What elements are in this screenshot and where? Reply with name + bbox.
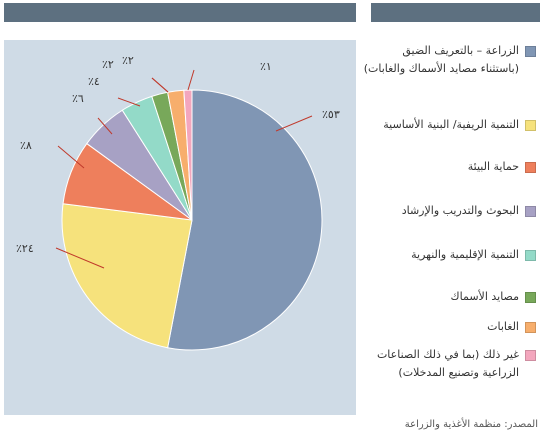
legend-swatch-4 bbox=[525, 250, 536, 261]
legend-swatch-5 bbox=[525, 292, 536, 303]
legend-item-4: التنمية الإقليمية والنهرية bbox=[360, 246, 536, 264]
legend-item-2: حماية البيئة bbox=[360, 158, 536, 176]
pie-slice-1 bbox=[61, 203, 193, 349]
pie-leader-line-4 bbox=[117, 97, 141, 107]
pie-leader-line-3 bbox=[97, 117, 113, 135]
pie-data-label-3: ٪٦ bbox=[72, 92, 84, 105]
legend-swatch-1 bbox=[525, 120, 536, 131]
legend-label-2: حماية البيئة bbox=[467, 160, 519, 173]
source-note: المصدر: منظمة الأغذية والزراعة bbox=[404, 419, 538, 430]
chart-legend: الزراعة – بالتعريف الضيق (باستثناء مصايد… bbox=[360, 40, 540, 415]
legend-swatch-7 bbox=[525, 350, 536, 361]
pie-leader-line-0 bbox=[275, 115, 313, 132]
legend-label-5: مصايد الأسماك bbox=[450, 290, 519, 303]
legend-item-3: البحوث والتدريب والإرشاد bbox=[360, 202, 536, 220]
pie-leader-line-1 bbox=[55, 247, 105, 269]
pie-data-label-1: ٪٢٤ bbox=[16, 242, 34, 255]
pie-data-label-7: ٪١ bbox=[260, 60, 272, 73]
legend-item-6: الغابات bbox=[360, 318, 536, 336]
pie-data-label-5: ٪٢ bbox=[102, 58, 114, 71]
legend-item-1: التنمية الريفية/ البنية الأساسية bbox=[360, 116, 536, 134]
pie-data-label-2: ٪٨ bbox=[20, 139, 32, 152]
pie-leader-line-2 bbox=[57, 145, 85, 169]
legend-label-6: الغابات bbox=[487, 320, 519, 333]
legend-label-1: التنمية الريفية/ البنية الأساسية bbox=[383, 118, 519, 131]
pie-data-label-4: ٪٤ bbox=[88, 75, 100, 88]
legend-label-3: البحوث والتدريب والإرشاد bbox=[401, 204, 519, 217]
pie-chart: ٪٥٣٪٢٤٪٨٪٦٪٤٪٢ ٪٢ ٪١ bbox=[16, 54, 340, 351]
legend-swatch-0 bbox=[525, 46, 536, 57]
legend-swatch-2 bbox=[525, 162, 536, 173]
legend-item-7: غير ذلك (بما في ذلك الصناعات الزراعية وت… bbox=[360, 346, 536, 382]
pie-slice-0 bbox=[167, 89, 323, 351]
pie-leader-line-6 bbox=[151, 77, 169, 93]
legend-label-0: الزراعة – بالتعريف الضيق (باستثناء مصايد… bbox=[363, 44, 519, 75]
legend-label-4: التنمية الإقليمية والنهرية bbox=[411, 248, 519, 261]
legend-label-7: غير ذلك (بما في ذلك الصناعات الزراعية وت… bbox=[376, 348, 519, 379]
pie-data-label-0: ٪٥٣ bbox=[322, 108, 340, 121]
header-bar-left bbox=[4, 3, 356, 22]
legend-swatch-6 bbox=[525, 322, 536, 333]
legend-item-0: الزراعة – بالتعريف الضيق (باستثناء مصايد… bbox=[360, 42, 536, 78]
pie-slice-7 bbox=[183, 89, 193, 221]
legend-item-5: مصايد الأسماك bbox=[360, 288, 536, 306]
pie-chart-panel: ٪٥٣ ٪٢٤ ٪٨ ٪٦ ٪٤ ٪٢ ٪٢ ٪١ bbox=[4, 40, 356, 415]
pie-leader-line-7 bbox=[187, 69, 195, 91]
pie-data-label-6: ٪٢ bbox=[122, 54, 134, 67]
header-bar-right bbox=[371, 3, 540, 22]
legend-swatch-3 bbox=[525, 206, 536, 217]
